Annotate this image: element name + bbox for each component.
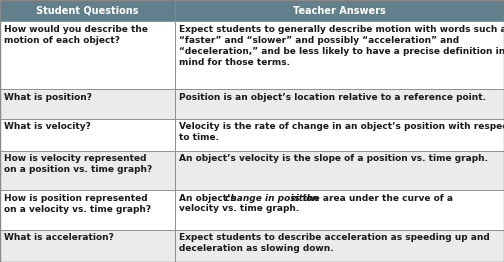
Text: Expect students to generally describe motion with words such as
“faster” and “sl: Expect students to generally describe mo… (179, 25, 504, 67)
Text: Student Questions: Student Questions (36, 6, 139, 16)
Bar (0, 230, 175, 262)
Bar (0, 119, 175, 151)
Text: What is velocity?: What is velocity? (4, 122, 91, 131)
Bar (175, 0, 504, 21)
Text: Expect students to describe acceleration as speeding up and
deceleration as slow: Expect students to describe acceleration… (179, 233, 490, 253)
Bar (175, 89, 504, 119)
Bar (0, 0, 175, 21)
Bar (175, 151, 504, 190)
Text: How is velocity represented
on a position vs. time graph?: How is velocity represented on a positio… (4, 154, 152, 174)
Text: How is position represented
on a velocity vs. time graph?: How is position represented on a velocit… (4, 194, 151, 214)
Bar (0, 89, 175, 119)
Text: change in position: change in position (225, 194, 319, 203)
Text: Teacher Answers: Teacher Answers (293, 6, 386, 16)
Text: How would you describe the
motion of each object?: How would you describe the motion of eac… (4, 25, 148, 45)
Text: An object’s: An object’s (179, 194, 239, 203)
Text: What is acceleration?: What is acceleration? (4, 233, 114, 242)
Bar (175, 230, 504, 262)
Bar (0, 190, 175, 230)
Text: What is position?: What is position? (4, 92, 92, 101)
Text: velocity vs. time graph.: velocity vs. time graph. (179, 204, 300, 213)
Text: An object’s velocity is the slope of a position vs. time graph.: An object’s velocity is the slope of a p… (179, 154, 488, 163)
Bar (175, 119, 504, 151)
Text: Position is an object’s location relative to a reference point.: Position is an object’s location relativ… (179, 92, 486, 101)
Bar (0, 21, 175, 89)
Text: Velocity is the rate of change in an object’s position with respect
to time.: Velocity is the rate of change in an obj… (179, 122, 504, 142)
Text: is the area under the curve of a: is the area under the curve of a (288, 194, 453, 203)
Bar (0, 151, 175, 190)
Bar (175, 190, 504, 230)
Bar (175, 21, 504, 89)
